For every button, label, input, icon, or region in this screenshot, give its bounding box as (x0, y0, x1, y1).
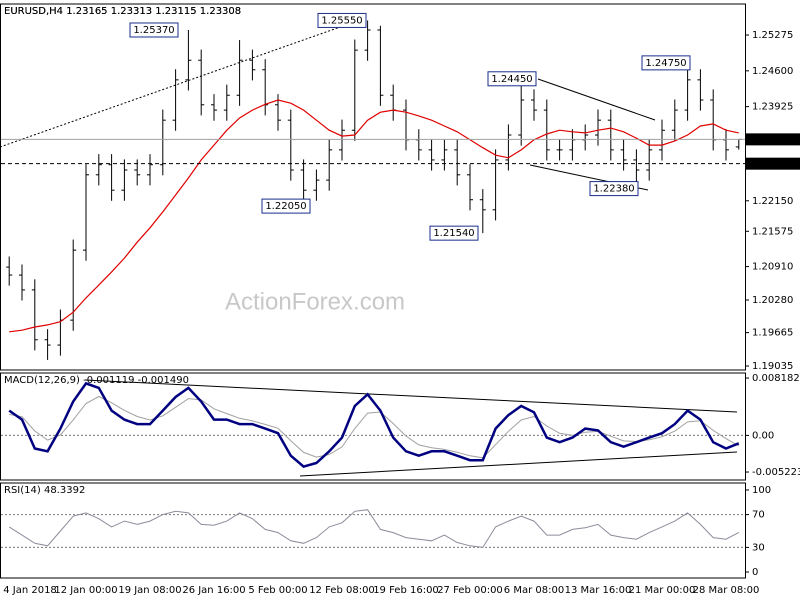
chart-title: EURUSD,H4 1.23165 1.23313 1.23115 1.2330… (4, 6, 241, 17)
x-tick-label: 12 Jan 00:00 (54, 585, 117, 596)
y-tick-label: 0 (752, 567, 758, 578)
y-tick-label: 30 (752, 542, 765, 553)
y-tick-label: 0.00 (752, 430, 774, 441)
price-annotation-box (429, 225, 479, 241)
level-label: 1.22850 (750, 159, 791, 170)
current-price-label: 1.23308 (750, 134, 791, 145)
level-box (746, 157, 800, 170)
price-annotation-box (641, 55, 691, 71)
price-annotation-box (589, 181, 639, 197)
line (9, 395, 740, 459)
panel-title: RSI(14) 48.3392 (4, 485, 85, 496)
x-tick-label: 12 Feb 08:00 (309, 585, 375, 596)
price-annotation: 1.22050 (265, 201, 306, 212)
x-tick-label: 13 Mar 16:00 (565, 585, 632, 596)
y-tick-label: 1.20280 (752, 295, 793, 306)
x-tick-label: 5 Feb 00:00 (248, 585, 307, 596)
price-annotation: 1.25550 (321, 15, 362, 26)
x-tick-label: 28 Mar 08:00 (693, 585, 760, 596)
panel-frame (0, 482, 746, 579)
y-tick-label: 0.008182 (752, 373, 800, 384)
panel-frame (0, 3, 746, 371)
price-annotation: 1.25370 (133, 25, 174, 36)
y-tick-label: 100 (752, 485, 771, 496)
line (9, 99, 739, 333)
current-price-box (746, 133, 800, 146)
watermark: ActionForex.com (225, 288, 405, 315)
price-annotation: 1.24750 (645, 58, 686, 69)
x-tick-label: 21 Mar 00:00 (629, 585, 696, 596)
x-tick-label: 26 Jan 16:00 (182, 585, 245, 596)
x-tick-label: 19 Feb 16:00 (373, 585, 439, 596)
price-annotation: 1.22380 (593, 184, 634, 195)
price-annotation-box (317, 12, 367, 28)
price-annotation: 1.24450 (491, 74, 532, 85)
y-tick-label: 1.21575 (752, 226, 793, 237)
line (8, 381, 740, 468)
y-tick-label: 1.22150 (752, 196, 793, 207)
panel-frame (0, 372, 746, 481)
x-tick-label: 6 Mar 08:00 (504, 585, 564, 596)
y-tick-label: -0.005223 (752, 467, 800, 478)
y-tick-label: 1.20910 (752, 262, 793, 273)
y-tick-label: 1.25275 (752, 30, 793, 41)
x-tick-label: 27 Feb 00:00 (437, 585, 503, 596)
trend-line (299, 451, 738, 477)
x-tick-label: 19 Jan 08:00 (118, 585, 181, 596)
y-tick-label: 70 (752, 510, 765, 521)
price-annotation-box (487, 71, 537, 87)
trend-line (537, 78, 656, 121)
y-tick-label: 1.24600 (752, 66, 793, 77)
y-tick-label: 1.19035 (752, 361, 793, 372)
price-annotation: 1.21540 (433, 228, 474, 239)
line (8, 509, 740, 548)
price-annotation-box (129, 22, 179, 38)
panel-title: EURUSD,H4 1.23165 1.23313 1.23115 1.2330… (4, 6, 241, 17)
y-tick-label: 1.23925 (752, 102, 793, 113)
y-tick-label: 1.19665 (752, 328, 793, 339)
trend-line (84, 379, 738, 413)
price-annotation-box (261, 198, 311, 214)
x-tick-label: 4 Jan 2018 (3, 585, 57, 596)
